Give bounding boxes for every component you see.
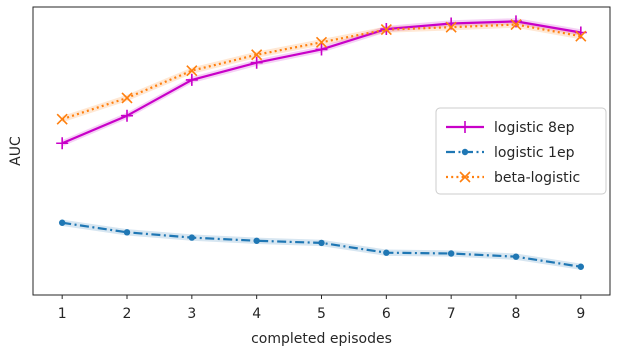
x-tick-label-9: 9 xyxy=(576,306,585,322)
point-logistic-1ep-6 xyxy=(383,249,390,256)
series-markers xyxy=(56,15,587,270)
point-logistic-1ep-5 xyxy=(318,239,325,247)
point-logistic-1ep-2 xyxy=(123,229,131,236)
point-logistic-1ep-7 xyxy=(447,250,455,257)
legend-label-logistic-1ep: logistic 1ep xyxy=(494,145,575,161)
point-beta-logistic-5 xyxy=(315,36,328,48)
x-tick-label-2: 2 xyxy=(123,306,132,322)
x-tick-label-5: 5 xyxy=(317,306,326,322)
point-beta-logistic-1 xyxy=(56,113,68,125)
point-beta-logistic-2 xyxy=(121,92,133,104)
point-logistic-8ep-2 xyxy=(121,109,134,122)
point-logistic-8ep-3 xyxy=(185,73,198,86)
x-tick-label-6: 6 xyxy=(382,306,391,322)
legend-label-logistic-8ep: logistic 8ep xyxy=(494,120,575,136)
legend-label-beta-logistic: beta-logistic xyxy=(494,170,580,186)
point-logistic-8ep-1 xyxy=(56,137,69,150)
point-beta-logistic-7 xyxy=(445,21,457,33)
y-axis-label: AUC xyxy=(8,136,24,166)
point-beta-logistic-9 xyxy=(575,30,587,42)
point-logistic-1ep-3 xyxy=(188,234,196,241)
point-logistic-8ep-4 xyxy=(250,56,263,69)
x-tick-label-7: 7 xyxy=(447,306,456,322)
legend-marker-logistic-1ep xyxy=(461,148,469,156)
x-axis-label: completed episodes xyxy=(251,331,392,347)
point-beta-logistic-8 xyxy=(510,18,522,31)
point-logistic-8ep-5 xyxy=(315,43,328,56)
point-logistic-1ep-9 xyxy=(577,263,585,270)
legend-box xyxy=(435,107,607,195)
point-beta-logistic-6 xyxy=(380,24,392,36)
x-tick-label-8: 8 xyxy=(512,306,521,322)
x-tick-label-4: 4 xyxy=(252,306,261,322)
x-tick-label-1: 1 xyxy=(58,306,67,322)
point-beta-logistic-3 xyxy=(186,65,198,77)
x-axis-ticks: 1 2 3 4 5 6 7 8 9 xyxy=(58,295,585,322)
legend-marker-beta-logistic xyxy=(459,171,471,183)
x-tick-label-3: 3 xyxy=(187,306,196,322)
legend-marker-logistic-8ep xyxy=(459,121,471,133)
point-logistic-1ep-8 xyxy=(512,253,520,260)
point-logistic-1ep-1 xyxy=(58,219,66,226)
point-beta-logistic-4 xyxy=(251,49,263,61)
point-logistic-1ep-4 xyxy=(253,237,260,244)
legend: logistic 8ep logistic 1ep beta-logistic xyxy=(435,107,607,195)
